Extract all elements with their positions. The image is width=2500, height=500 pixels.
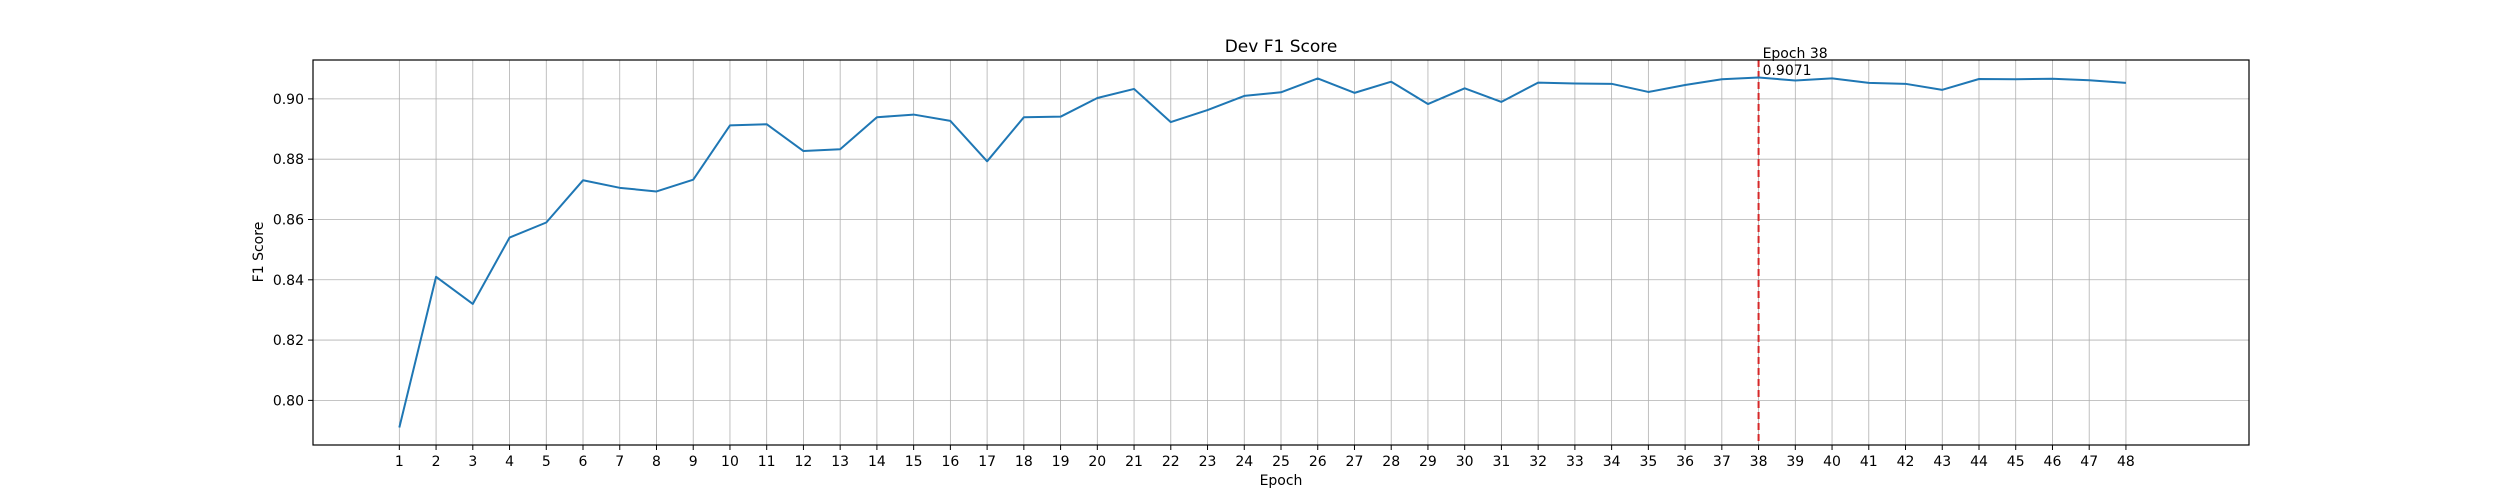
- x-tick-label: 31: [1493, 454, 1511, 470]
- x-axis-label: Epoch: [1260, 473, 1303, 489]
- x-tick-label: 27: [1346, 454, 1364, 470]
- x-tick-label: 42: [1897, 454, 1915, 470]
- x-tick-label: 7: [615, 454, 624, 470]
- x-tick-label: 2: [432, 454, 441, 470]
- x-tick-label: 18: [1015, 454, 1033, 470]
- x-tick-label: 36: [1676, 454, 1694, 470]
- best-epoch-annotation-epoch: Epoch 38: [1763, 46, 1828, 62]
- x-tick-label: 47: [2080, 454, 2098, 470]
- x-tick-label: 15: [905, 454, 923, 470]
- x-tick-label: 5: [542, 454, 551, 470]
- x-tick-label: 45: [2007, 454, 2025, 470]
- x-tick-label: 8: [652, 454, 661, 470]
- series-line: [398, 76, 2127, 428]
- series: [398, 76, 2127, 428]
- y-tick-label: 0.86: [273, 212, 304, 228]
- x-tick-label: 39: [1786, 454, 1804, 470]
- x-tick-label: 29: [1419, 454, 1437, 470]
- x-tick-label: 34: [1603, 454, 1621, 470]
- x-tick-label: 28: [1382, 454, 1400, 470]
- y-tick-label: 0.88: [273, 152, 304, 168]
- x-tick-label: 17: [978, 454, 996, 470]
- x-tick-label: 32: [1529, 454, 1547, 470]
- x-axis-ticks: 1 2 3 4 5 6 7 8 9 10 11 12 13 14 15 16 17 18 19 20 21 22 23 24 2…: [395, 445, 2135, 470]
- y-tick-label: 0.82: [273, 333, 304, 349]
- x-tick-label: 12: [795, 454, 813, 470]
- x-tick-label: 35: [1639, 454, 1657, 470]
- x-tick-label: 10: [721, 454, 739, 470]
- x-tick-label: 38: [1750, 454, 1768, 470]
- x-tick-label: 14: [868, 454, 886, 470]
- x-tick-label: 44: [1970, 454, 1988, 470]
- y-tick-label: 0.90: [273, 92, 304, 108]
- x-tick-label: 33: [1566, 454, 1584, 470]
- x-tick-label: 48: [2117, 454, 2135, 470]
- x-tick-label: 26: [1309, 454, 1327, 470]
- x-tick-label: 46: [2044, 454, 2062, 470]
- x-tick-label: 19: [1052, 454, 1070, 470]
- x-tick-label: 41: [1860, 454, 1878, 470]
- best-epoch-annotation-score: 0.9071: [1763, 63, 1812, 79]
- y-tick-label: 0.80: [273, 393, 304, 409]
- x-tick-label: 9: [689, 454, 698, 470]
- x-tick-label: 25: [1272, 454, 1290, 470]
- x-tick-label: 24: [1235, 454, 1253, 470]
- x-tick-label: 13: [831, 454, 849, 470]
- x-tick-label: 20: [1088, 454, 1106, 470]
- x-tick-label: 1: [395, 454, 404, 470]
- x-tick-label: 40: [1823, 454, 1841, 470]
- x-tick-label: 43: [1933, 454, 1951, 470]
- x-tick-label: 21: [1125, 454, 1143, 470]
- x-tick-label: 11: [758, 454, 776, 470]
- x-tick-label: 30: [1456, 454, 1474, 470]
- y-axis-ticks: 0.80 0.82 0.84 0.86 0.88 0.90: [273, 92, 313, 409]
- y-tick-label: 0.84: [273, 273, 304, 289]
- y-axis-label: F1 Score: [251, 222, 267, 283]
- x-tick-label: 6: [579, 454, 588, 470]
- x-tick-label: 22: [1162, 454, 1180, 470]
- x-tick-label: 23: [1199, 454, 1217, 470]
- chart-title: Dev F1 Score: [1225, 37, 1338, 57]
- x-tick-label: 16: [941, 454, 959, 470]
- x-tick-label: 4: [505, 454, 514, 470]
- x-tick-label: 3: [468, 454, 477, 470]
- x-tick-label: 37: [1713, 454, 1731, 470]
